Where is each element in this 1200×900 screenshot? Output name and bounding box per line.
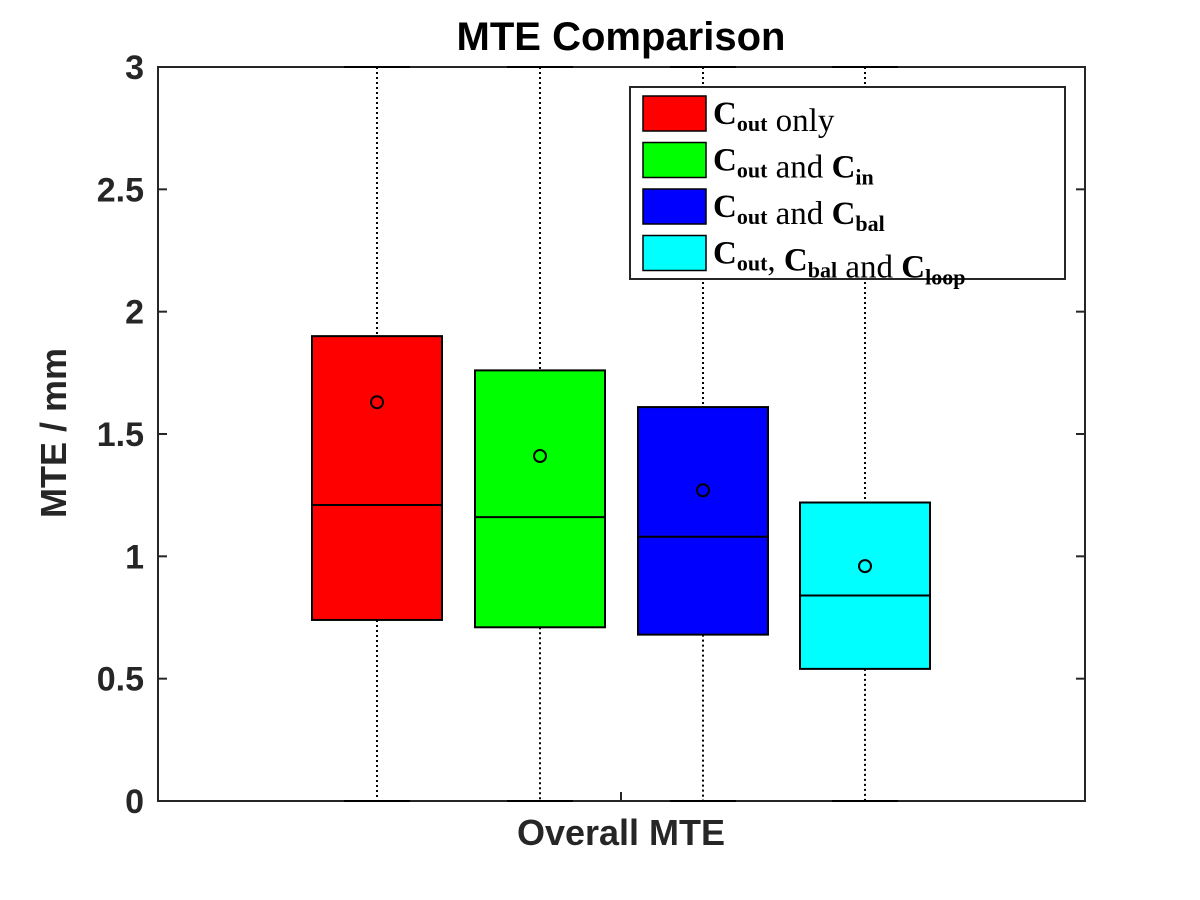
mean-marker bbox=[696, 483, 710, 498]
y-tick-label: 1 bbox=[125, 538, 144, 576]
chart-title: MTE Comparison bbox=[457, 15, 786, 59]
y-tick-label: 3 bbox=[125, 49, 144, 87]
legend-text-part: C bbox=[901, 250, 925, 286]
legend-text-part: out bbox=[737, 204, 768, 229]
mean-marker bbox=[533, 449, 547, 464]
legend-text-part: C bbox=[784, 243, 808, 279]
legend-swatch bbox=[642, 95, 707, 132]
legend-entry: Cout and Cbal bbox=[713, 189, 885, 236]
legend-text-part: out bbox=[737, 251, 768, 276]
box bbox=[799, 501, 931, 670]
box bbox=[637, 406, 769, 636]
box-group bbox=[311, 66, 443, 802]
legend-text-part: bal bbox=[808, 258, 837, 283]
legend-text-part: C bbox=[713, 236, 737, 272]
legend-text-part: out bbox=[737, 158, 768, 183]
legend-text-part: and bbox=[767, 150, 831, 186]
box bbox=[474, 369, 606, 629]
legend-entry: Cout, Cbal and Cloop bbox=[713, 236, 965, 290]
legend-text-part: , bbox=[767, 243, 784, 279]
y-tick-label: 2 bbox=[125, 294, 144, 332]
box-group bbox=[799, 66, 931, 802]
legend-text-part: loop bbox=[925, 265, 965, 290]
legend-text-part: C bbox=[713, 143, 737, 179]
y-tick-label: 0 bbox=[125, 783, 144, 821]
y-axis-label: MTE / mm bbox=[33, 348, 74, 518]
legend-text-part: bal bbox=[855, 211, 884, 236]
y-axis-ticks: 0 0.5 1 1.5 2 2.5 3 bbox=[97, 49, 1085, 821]
y-tick-label: 2.5 bbox=[97, 171, 144, 209]
legend-text-part: C bbox=[713, 189, 737, 225]
legend-text-part: C bbox=[832, 196, 856, 232]
box-group bbox=[474, 66, 606, 802]
legend-text-part: and bbox=[767, 196, 831, 232]
legend-text-part: C bbox=[832, 150, 856, 186]
legend-text-part: in bbox=[855, 165, 873, 190]
legend-swatch bbox=[642, 188, 707, 225]
mean-marker bbox=[858, 559, 872, 574]
legend-entry: Cout only bbox=[713, 96, 835, 139]
box-group bbox=[637, 66, 769, 802]
legend-text-part: out bbox=[737, 111, 768, 136]
y-tick-label: 0.5 bbox=[97, 661, 144, 699]
legend-swatch bbox=[642, 234, 707, 272]
legend-text-part: only bbox=[767, 103, 834, 139]
legend-entry: Cout and Cin bbox=[713, 143, 874, 190]
legend-text-part: and bbox=[837, 250, 901, 286]
legend-swatch bbox=[642, 141, 707, 179]
box bbox=[311, 335, 443, 621]
plot-area bbox=[157, 66, 1086, 802]
y-tick-label: 1.5 bbox=[97, 416, 144, 454]
legend-text-part: C bbox=[713, 96, 737, 132]
x-axis-label: Overall MTE bbox=[517, 812, 725, 853]
mean-marker bbox=[370, 395, 384, 410]
